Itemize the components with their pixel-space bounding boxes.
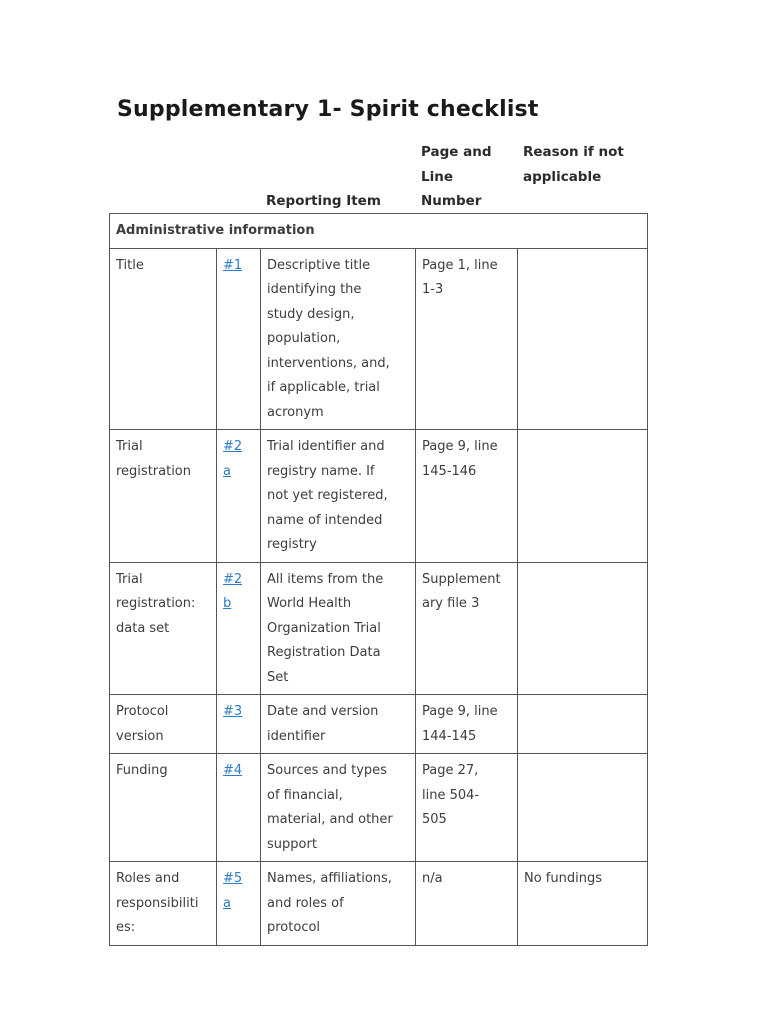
item-name-cell: Trial registration: data set (109, 561, 217, 695)
page-line-cell: n/a (415, 861, 518, 946)
item-name-cell: Roles and responsibiliti es: (109, 861, 217, 946)
reporting-item-cell: Descriptive title identifying the study … (260, 247, 416, 430)
item-number-link[interactable]: #2 a (223, 439, 243, 479)
reporting-item-cell: Names, affiliations, and roles of protoc… (260, 861, 416, 946)
table-row: Protocol version #3 Date and version ide… (109, 694, 649, 754)
column-header-reporting-item: Reporting Item (266, 192, 381, 209)
reporting-item-cell: Sources and types of financial, material… (260, 753, 416, 862)
table-row: Title #1 Descriptive title identifying t… (109, 247, 649, 430)
document-title: Supplementary 1- Spirit checklist (117, 97, 539, 122)
reason-cell (516, 561, 649, 695)
reason-cell (516, 247, 649, 430)
reason-cell: No fundings (516, 861, 649, 946)
table-row: Trial registration #2 a Trial identifier… (109, 429, 649, 563)
item-number-link[interactable]: #2 b (223, 571, 243, 612)
table-row: Trial registration: data set #2 b All it… (109, 561, 649, 695)
item-number-link[interactable]: #5 a (223, 871, 243, 911)
item-ref-cell: #2 b (216, 561, 261, 695)
table-row: Funding #4 Sources and types of financia… (109, 753, 649, 862)
page-line-cell: Page 27, line 504- 505 (415, 753, 518, 862)
reporting-item-cell: Date and version identifier (260, 694, 416, 754)
table-row: Roles and responsibiliti es: #5 a Names,… (109, 861, 649, 946)
item-ref-cell: #5 a (216, 861, 261, 946)
item-ref-cell: #1 (216, 247, 261, 430)
column-header-page-line-number: Page and Line Number (421, 144, 492, 209)
page-line-cell: Page 9, line 144-145 (415, 694, 518, 754)
section-title: Administrative information (108, 213, 649, 249)
item-number-link[interactable]: #3 (223, 704, 243, 719)
reason-cell (516, 694, 649, 754)
item-number-link[interactable]: #1 (223, 257, 243, 273)
column-header-reason-if-not-applicable: Reason if not applicable (523, 144, 624, 185)
item-name-cell: Trial registration (109, 429, 217, 563)
checklist-table: Administrative information Title #1 Desc… (108, 213, 649, 946)
reporting-item-cell: All items from the World Health Organiza… (260, 561, 416, 695)
item-ref-cell: #2 a (216, 429, 261, 563)
item-number-link[interactable]: #4 (223, 763, 243, 778)
section-header-row: Administrative information (108, 213, 649, 249)
item-name-cell: Protocol version (109, 694, 217, 754)
page-line-cell: Page 9, line 145-146 (415, 429, 518, 563)
item-ref-cell: #4 (216, 753, 261, 862)
item-name-cell: Funding (109, 753, 217, 862)
reporting-item-cell: Trial identifier and registry name. If n… (260, 429, 416, 563)
reason-cell (516, 753, 649, 862)
page-line-cell: Supplement ary file 3 (415, 561, 518, 695)
page-line-cell: Page 1, line 1-3 (415, 247, 518, 430)
reason-cell (516, 429, 649, 563)
item-name-cell: Title (109, 247, 217, 430)
column-headers: Reporting Item Page and Line Number Reas… (109, 140, 649, 213)
item-ref-cell: #3 (216, 694, 261, 754)
